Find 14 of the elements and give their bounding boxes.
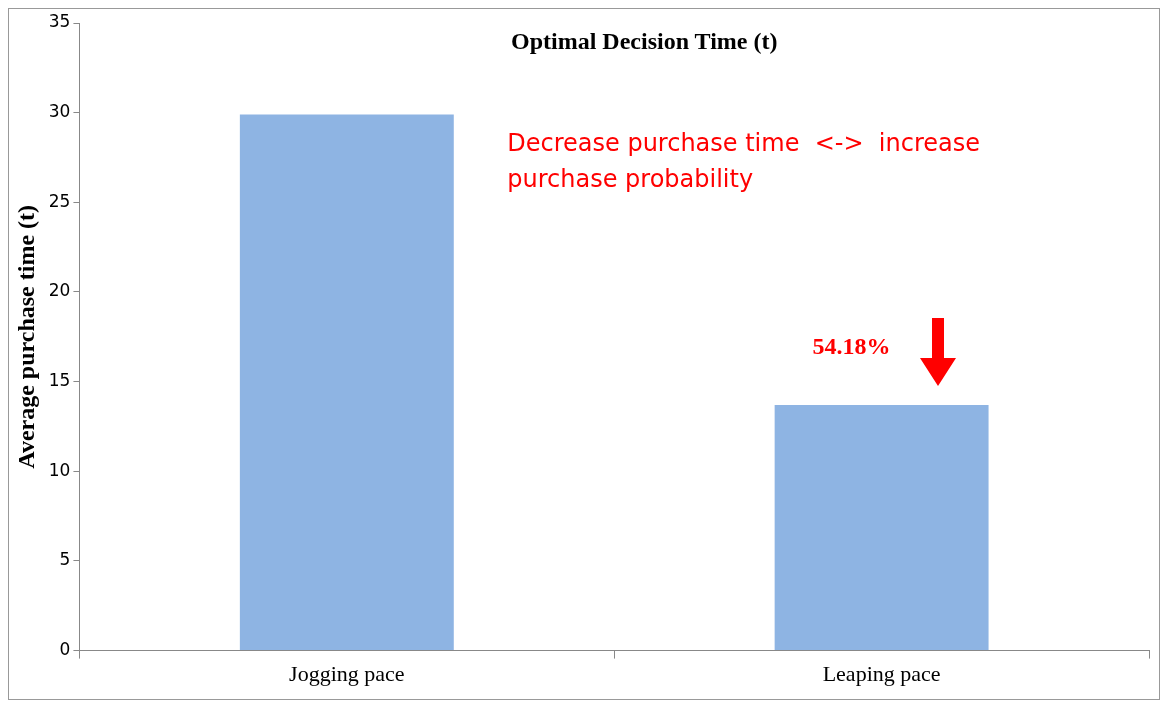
y-tick-label: 10	[48, 459, 71, 480]
y-tick-label: 35	[48, 11, 71, 32]
annotation: 54.18%	[812, 333, 891, 360]
y-tick-label: 15	[48, 370, 71, 391]
y-tick-label: 20	[48, 280, 71, 301]
chart-title: Optimal Decision Time (t)	[511, 28, 778, 55]
y-tick-label: 0	[59, 639, 71, 660]
x-tick-label: Leaping pace	[822, 660, 941, 686]
y-axis-title: Average purchase time (t)	[12, 204, 39, 469]
annotation: Decrease purchase time <-> increase purchase probability	[507, 129, 980, 194]
x-tick-label: Jogging pace	[289, 660, 405, 686]
y-tick-label: 25	[48, 190, 71, 211]
y-tick-label: 5	[59, 549, 71, 570]
y-tick-label: 30	[48, 101, 71, 122]
